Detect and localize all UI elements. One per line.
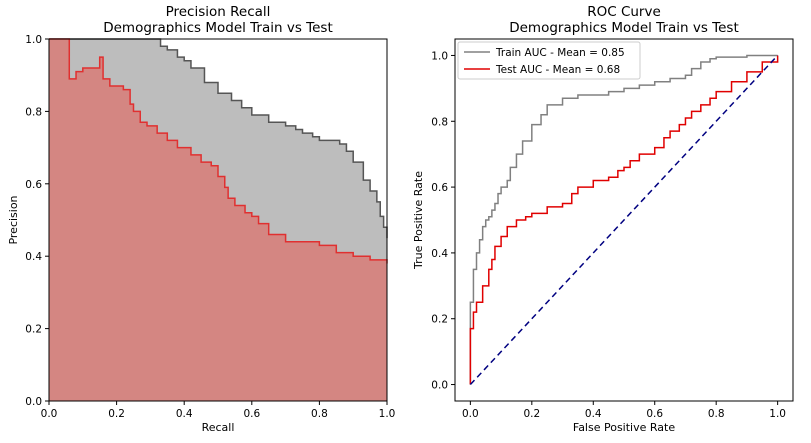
roc-xtick-label: 0.8 xyxy=(708,408,725,420)
pr-xtick-label: 0.6 xyxy=(243,408,260,420)
roc-xtick-label: 1.0 xyxy=(769,408,786,420)
pr-series-1-line xyxy=(49,38,388,264)
roc-chance-line xyxy=(469,54,779,386)
roc-chart: ROC Curve Demographics Model Train vs Te… xyxy=(412,4,794,434)
pr-ytick-label: 0.8 xyxy=(25,106,42,118)
roc-xtick-label: 0.2 xyxy=(523,408,540,420)
pr-xtick-label: 0.8 xyxy=(311,408,328,420)
pr-xtick-label: 0.0 xyxy=(41,408,58,420)
roc-title: ROC Curve xyxy=(587,4,661,20)
pr-chart: Precision Recall Demographics Model Trai… xyxy=(7,4,395,434)
roc-ytick-label: 0.4 xyxy=(431,248,448,260)
roc-xtick-label: 0.0 xyxy=(462,408,479,420)
roc-xtick-label: 0.4 xyxy=(585,408,602,420)
roc-xtick-label: 0.6 xyxy=(646,408,663,420)
roc-series-0-line xyxy=(469,54,778,385)
pr-ytick-label: 0.6 xyxy=(25,179,42,191)
pr-ytick-label: 0.0 xyxy=(25,396,42,408)
pr-xtick-label: 0.4 xyxy=(176,408,193,420)
legend-label-train: Train AUC - Mean = 0.85 xyxy=(495,47,625,59)
pr-series-1-fill xyxy=(49,39,387,401)
pr-subtitle: Demographics Model Train vs Test xyxy=(103,20,333,36)
roc-series-1-line xyxy=(469,55,779,385)
roc-axes-frame xyxy=(454,38,794,402)
pr-title: Precision Recall xyxy=(166,4,271,20)
roc-legend: Train AUC - Mean = 0.85 Test AUC - Mean … xyxy=(457,41,641,80)
roc-ylabel: True Positive Rate xyxy=(412,171,425,270)
pr-xlabel: Recall xyxy=(202,421,235,434)
pr-xtick-label: 0.2 xyxy=(108,408,125,420)
roc-ytick-label: 0.8 xyxy=(431,116,448,128)
legend-label-test: Test AUC - Mean = 0.68 xyxy=(495,64,620,76)
pr-plot-area: 0.0 0.2 0.4 0.6 0.8 1.0 0.0 0.2 0.4 0.6 0.8 1.0 xyxy=(25,34,395,420)
roc-ytick-label: 0.2 xyxy=(431,314,448,326)
pr-axes-frame xyxy=(48,38,388,402)
pr-ytick-label: 0.4 xyxy=(25,251,42,263)
roc-xlabel: False Positive Rate xyxy=(573,421,675,434)
roc-ytick-label: 0.6 xyxy=(431,182,448,194)
roc-ytick-label: 0.0 xyxy=(431,380,448,392)
pr-ytick-label: 1.0 xyxy=(25,34,42,46)
pr-ytick-label: 0.2 xyxy=(25,324,42,336)
roc-plot-area: 0.0 0.2 0.4 0.6 0.8 1.0 0.0 0.2 0.4 0.6 0.8 1.0 xyxy=(431,38,794,420)
roc-ytick-label: 1.0 xyxy=(431,50,448,62)
pr-ylabel: Precision xyxy=(7,195,20,244)
pr-xtick-label: 1.0 xyxy=(379,408,396,420)
pr-series-0-line xyxy=(49,38,388,239)
legend-box xyxy=(457,41,641,80)
roc-subtitle: Demographics Model Train vs Test xyxy=(509,20,739,36)
